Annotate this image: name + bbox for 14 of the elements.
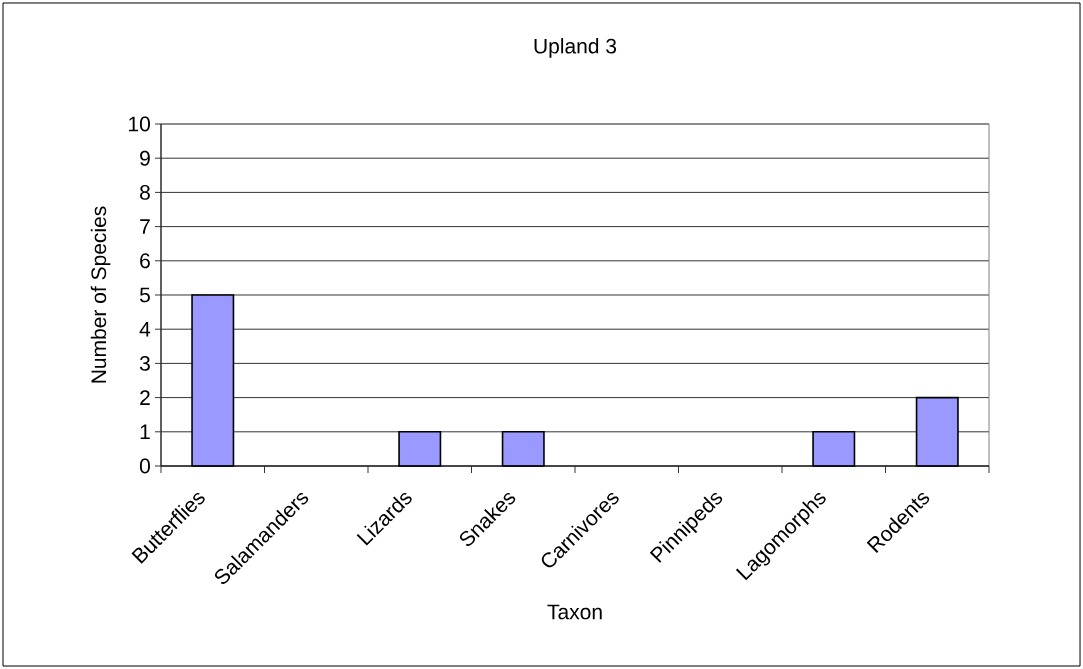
y-tick-label: 2 [140,390,150,405]
y-tick-label: 1 [140,424,150,440]
y-axis-title: Number of Species [90,206,111,383]
y-tick-label: 10 [129,116,150,132]
y-tick-label: 9 [140,150,150,166]
y-tick-label: 4 [139,321,151,337]
x-axis-title: Taxon [547,604,602,620]
y-tick-label: 8 [140,184,150,200]
y-tick-label: 3 [139,355,150,371]
y-tick-label: 6 [140,253,150,269]
chart-title: Upland 3 [534,38,617,58]
y-tick-label: 5 [139,287,150,303]
y-tick-label: 0 [139,458,150,474]
y-tick-label: 7 [140,219,150,234]
